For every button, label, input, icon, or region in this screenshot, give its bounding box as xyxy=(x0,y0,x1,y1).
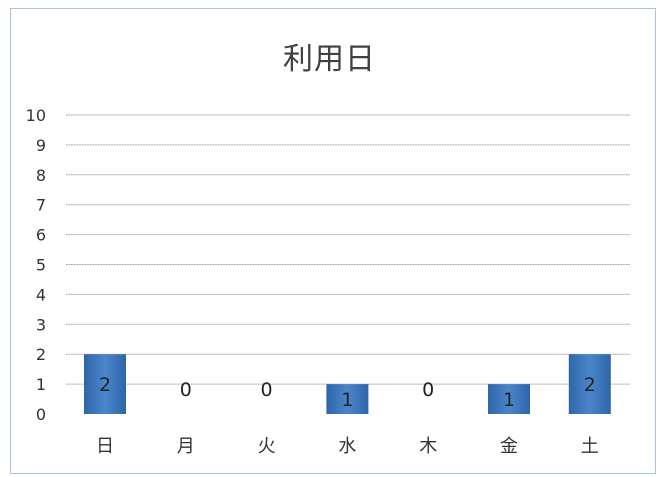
y-tick-label: 8 xyxy=(36,166,46,185)
y-tick-label: 4 xyxy=(36,285,46,304)
bar xyxy=(488,384,530,414)
x-category-label: 火 xyxy=(258,436,276,457)
x-category-label: 土 xyxy=(581,436,599,457)
y-tick-label: 10 xyxy=(26,106,46,125)
y-tick-label: 1 xyxy=(36,375,46,394)
data-label: 2 xyxy=(584,374,596,396)
chart-title: 利用日 xyxy=(283,42,376,77)
data-label: 0 xyxy=(422,379,434,401)
y-tick-label: 3 xyxy=(36,315,46,334)
x-category-label: 金 xyxy=(500,436,518,457)
x-category-label: 月 xyxy=(177,436,195,457)
data-label: 2 xyxy=(99,374,111,396)
data-label: 0 xyxy=(261,379,273,401)
data-label: 0 xyxy=(180,379,192,401)
data-label: 1 xyxy=(503,389,515,411)
x-category-label: 水 xyxy=(338,436,356,457)
x-category-label: 木 xyxy=(419,436,437,457)
bar xyxy=(568,354,611,414)
y-tick-label: 9 xyxy=(36,136,46,155)
bar xyxy=(84,354,126,414)
y-tick-label: 2 xyxy=(36,345,46,364)
y-tick-label: 7 xyxy=(36,196,46,215)
y-tick-label: 6 xyxy=(36,226,46,245)
x-category-label: 日 xyxy=(96,436,114,457)
y-tick-label: 5 xyxy=(36,256,46,275)
data-label: 1 xyxy=(341,389,353,411)
bar xyxy=(326,384,369,414)
y-tick-label: 0 xyxy=(36,405,46,424)
